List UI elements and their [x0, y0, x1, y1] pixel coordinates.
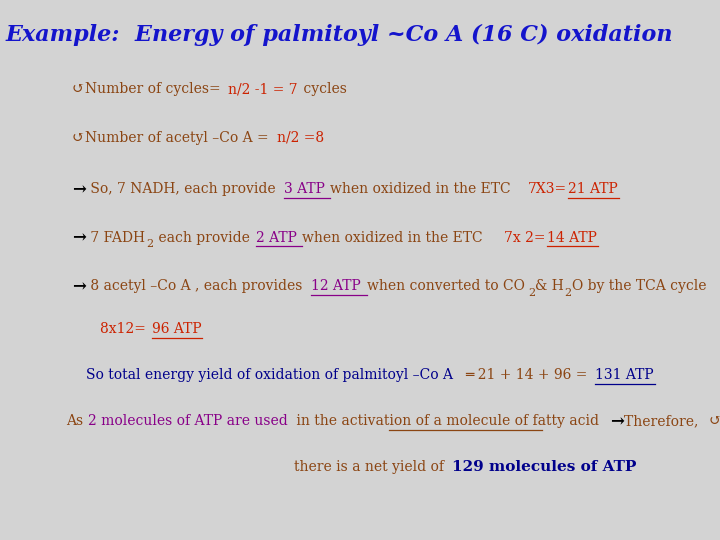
Text: 21 ATP: 21 ATP — [568, 182, 618, 196]
Text: ↺: ↺ — [72, 131, 84, 145]
Text: 7x 2=: 7x 2= — [505, 231, 546, 245]
Text: & H: & H — [535, 279, 564, 293]
Text: 2: 2 — [146, 239, 153, 249]
Text: n/2 -1 = 7: n/2 -1 = 7 — [228, 82, 297, 96]
Text: →: → — [610, 413, 624, 430]
Text: there is a net yield of: there is a net yield of — [294, 460, 449, 474]
Text: 8 acetyl –Co A , each provides: 8 acetyl –Co A , each provides — [86, 279, 307, 293]
Text: ↺: ↺ — [72, 82, 84, 96]
Text: ═ 21 + 14 + 96 =: ═ 21 + 14 + 96 = — [465, 368, 592, 382]
Text: 2 ATP: 2 ATP — [256, 231, 301, 245]
Text: →: → — [72, 180, 86, 198]
Text: →: → — [72, 278, 86, 295]
Text: 131 ATP: 131 ATP — [595, 368, 653, 382]
Text: 129 molecules of ATP: 129 molecules of ATP — [451, 460, 636, 474]
Text: 12 ATP: 12 ATP — [311, 279, 366, 293]
Text: Number of cycles=: Number of cycles= — [85, 82, 225, 96]
Text: cycles: cycles — [299, 82, 347, 96]
Text: 7X3=: 7X3= — [528, 182, 567, 196]
Text: in the activation of a molecule of fatty acid: in the activation of a molecule of fatty… — [292, 414, 603, 428]
Text: 14 ATP: 14 ATP — [546, 231, 597, 245]
Text: As: As — [66, 414, 88, 428]
Text: Therefore,: Therefore, — [624, 414, 707, 428]
Text: 3 ATP: 3 ATP — [284, 182, 329, 196]
Text: 2 molecules of ATP are used: 2 molecules of ATP are used — [88, 414, 288, 428]
Text: 96 ATP: 96 ATP — [152, 322, 202, 336]
Text: when converted to CO: when converted to CO — [366, 279, 525, 293]
Text: So, 7 NADH, each provide: So, 7 NADH, each provide — [86, 182, 280, 196]
Text: ↺: ↺ — [709, 414, 720, 428]
Text: when oxidized in the ETC: when oxidized in the ETC — [330, 182, 524, 196]
Text: →: → — [72, 229, 86, 246]
Text: when oxidized in the ETC: when oxidized in the ETC — [302, 231, 500, 245]
Text: each provide: each provide — [153, 231, 253, 245]
Text: O by the TCA cycle: O by the TCA cycle — [572, 279, 706, 293]
Text: 8x12=: 8x12= — [100, 322, 150, 336]
Text: 2: 2 — [528, 288, 535, 298]
Text: n/2 =8: n/2 =8 — [276, 131, 324, 145]
Text: Example:  Energy of palmitoyl ~Co A (16 C) oxidation: Example: Energy of palmitoyl ~Co A (16 C… — [6, 24, 673, 46]
Text: Number of acetyl –Co A =: Number of acetyl –Co A = — [85, 131, 273, 145]
Text: 7 FADH: 7 FADH — [86, 231, 145, 245]
Text: 2: 2 — [564, 288, 572, 298]
Text: So total energy yield of oxidation of palmitoyl –Co A: So total energy yield of oxidation of pa… — [86, 368, 457, 382]
